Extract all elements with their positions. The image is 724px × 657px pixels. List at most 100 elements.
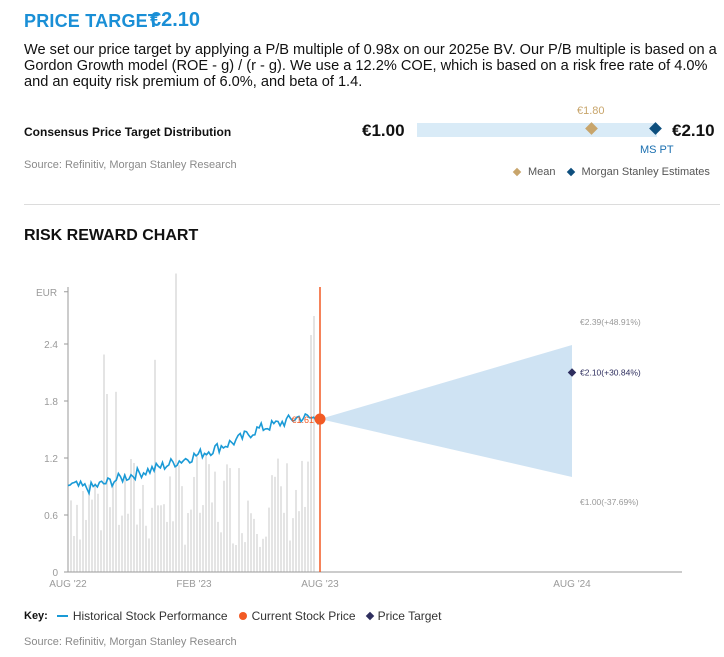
- volume-bar: [121, 515, 123, 572]
- risk-reward-chart: EUR 0 0.6 1.2 1.8 2.4 AUG '22 FEB '23 AUG '23 AUG…: [36, 273, 682, 590]
- chart-key: Key: Historical Stock Performance Curren…: [24, 609, 441, 623]
- x-tick-label: AUG '24: [553, 579, 591, 590]
- volume-bar: [217, 521, 219, 572]
- volume-bar: [73, 536, 75, 572]
- mean-legend-label: Mean: [528, 166, 556, 178]
- current-price-icon: [238, 612, 247, 620]
- price-target-marker: [567, 368, 577, 377]
- volume-bar: [193, 476, 195, 572]
- consensus-range-bar: [417, 123, 657, 137]
- consensus-label: Consensus Price Target Distribution: [24, 125, 232, 139]
- volume-bar: [157, 505, 159, 572]
- volume-bar: [283, 512, 285, 572]
- ms-pt-label: MS PT: [640, 144, 674, 156]
- volume-bar: [304, 506, 306, 572]
- volume-bar: [286, 463, 288, 572]
- volume-bar: [85, 519, 87, 572]
- section-divider: [24, 204, 720, 205]
- price-target-icon: [365, 611, 374, 621]
- volume-bars: [70, 273, 315, 572]
- ms-legend-label: Morgan Stanley Estimates: [581, 166, 710, 178]
- scenario-cone: [319, 287, 572, 572]
- mean-legend-icon: [512, 167, 522, 177]
- volume-bar: [202, 505, 204, 572]
- volume-bar: [271, 475, 273, 572]
- y-tick-label: 0: [52, 568, 58, 579]
- volume-bar: [148, 538, 150, 572]
- volume-bar: [214, 471, 216, 572]
- chart-axes: EUR 0 0.6 1.2 1.8 2.4 AUG '22 FEB '23 AUG '23 AUG…: [36, 287, 682, 590]
- bull-case-label: €2.39(+48.91%): [580, 317, 641, 327]
- volume-bar: [91, 499, 93, 572]
- volume-bar: [256, 534, 258, 572]
- volume-bar: [226, 464, 228, 572]
- bear-case-label: €1.00(-37.69%): [580, 497, 639, 507]
- volume-bar: [247, 500, 249, 572]
- consensus-legend: Mean Morgan Stanley Estimates: [510, 166, 710, 178]
- consensus-source: Source: Refinitiv, Morgan Stanley Resear…: [24, 159, 237, 171]
- volume-bar: [79, 539, 81, 572]
- volume-bar: [172, 521, 174, 572]
- volume-bar: [127, 513, 129, 572]
- x-tick-label: FEB '23: [176, 579, 212, 590]
- volume-bar: [106, 393, 108, 572]
- volume-bar: [163, 504, 165, 572]
- volume-bar: [145, 525, 147, 572]
- y-tick-label: 2.4: [44, 340, 58, 351]
- x-tick-label: AUG '23: [301, 579, 339, 590]
- volume-bar: [229, 468, 231, 572]
- key-target: Price Target: [377, 609, 442, 623]
- volume-bar: [220, 532, 222, 572]
- price-series: [67, 412, 321, 496]
- price-target-value: €2.10: [150, 9, 201, 31]
- volume-bar: [199, 512, 201, 572]
- volume-bar: [124, 473, 126, 572]
- key-current: Current Stock Price: [251, 609, 356, 623]
- historical-price-line: [67, 412, 321, 496]
- volume-bar: [97, 493, 99, 572]
- y-axis-label: EUR: [36, 288, 57, 299]
- volume-bar: [289, 540, 291, 572]
- volume-bar: [232, 543, 234, 572]
- ms-legend-icon: [566, 167, 575, 177]
- volume-bar: [160, 505, 162, 572]
- volume-bar: [181, 486, 183, 572]
- volume-bar: [211, 502, 213, 572]
- current-price-label: €1.61: [291, 415, 314, 425]
- volume-bar: [175, 273, 177, 572]
- volume-bar: [70, 500, 72, 572]
- historical-line-icon: [56, 615, 68, 617]
- volume-bar: [253, 518, 255, 572]
- volume-bar: [313, 315, 315, 572]
- price-target-label: PRICE TARGET: [24, 11, 160, 31]
- consensus-high-value: €2.10: [672, 121, 715, 140]
- volume-bar: [205, 452, 207, 572]
- volume-bar: [100, 530, 102, 572]
- volume-bar: [166, 521, 168, 572]
- volume-bar: [142, 484, 144, 572]
- volume-bar: [178, 465, 180, 572]
- volume-bar: [277, 458, 279, 572]
- price-target-description: We set our price target by applying a P/…: [24, 42, 717, 90]
- volume-bar: [268, 507, 270, 572]
- volume-bar: [139, 508, 141, 572]
- volume-bar: [109, 507, 111, 572]
- volume-bar: [94, 483, 96, 572]
- volume-bar: [115, 391, 117, 572]
- x-tick-label: AUG '22: [49, 579, 87, 590]
- volume-bar: [244, 542, 246, 572]
- y-tick-label: 0.6: [44, 511, 58, 522]
- volume-bar: [130, 459, 132, 572]
- risk-reward-title: RISK REWARD CHART: [24, 227, 199, 244]
- y-tick-label: 1.8: [44, 397, 58, 408]
- volume-bar: [298, 511, 300, 572]
- volume-bar: [223, 480, 225, 572]
- key-historical: Historical Stock Performance: [72, 609, 228, 623]
- volume-bar: [310, 335, 312, 572]
- consensus-mean-label: €1.80: [577, 105, 605, 117]
- volume-bar: [184, 544, 186, 572]
- chart-source: Source: Refinitiv, Morgan Stanley Resear…: [24, 636, 237, 648]
- volume-bar: [280, 486, 282, 572]
- chart-marks: €1.61 €2.10(+30.84%) €2.39(+48.91%) €1.00(-…: [291, 317, 640, 507]
- volume-bar: [112, 483, 114, 572]
